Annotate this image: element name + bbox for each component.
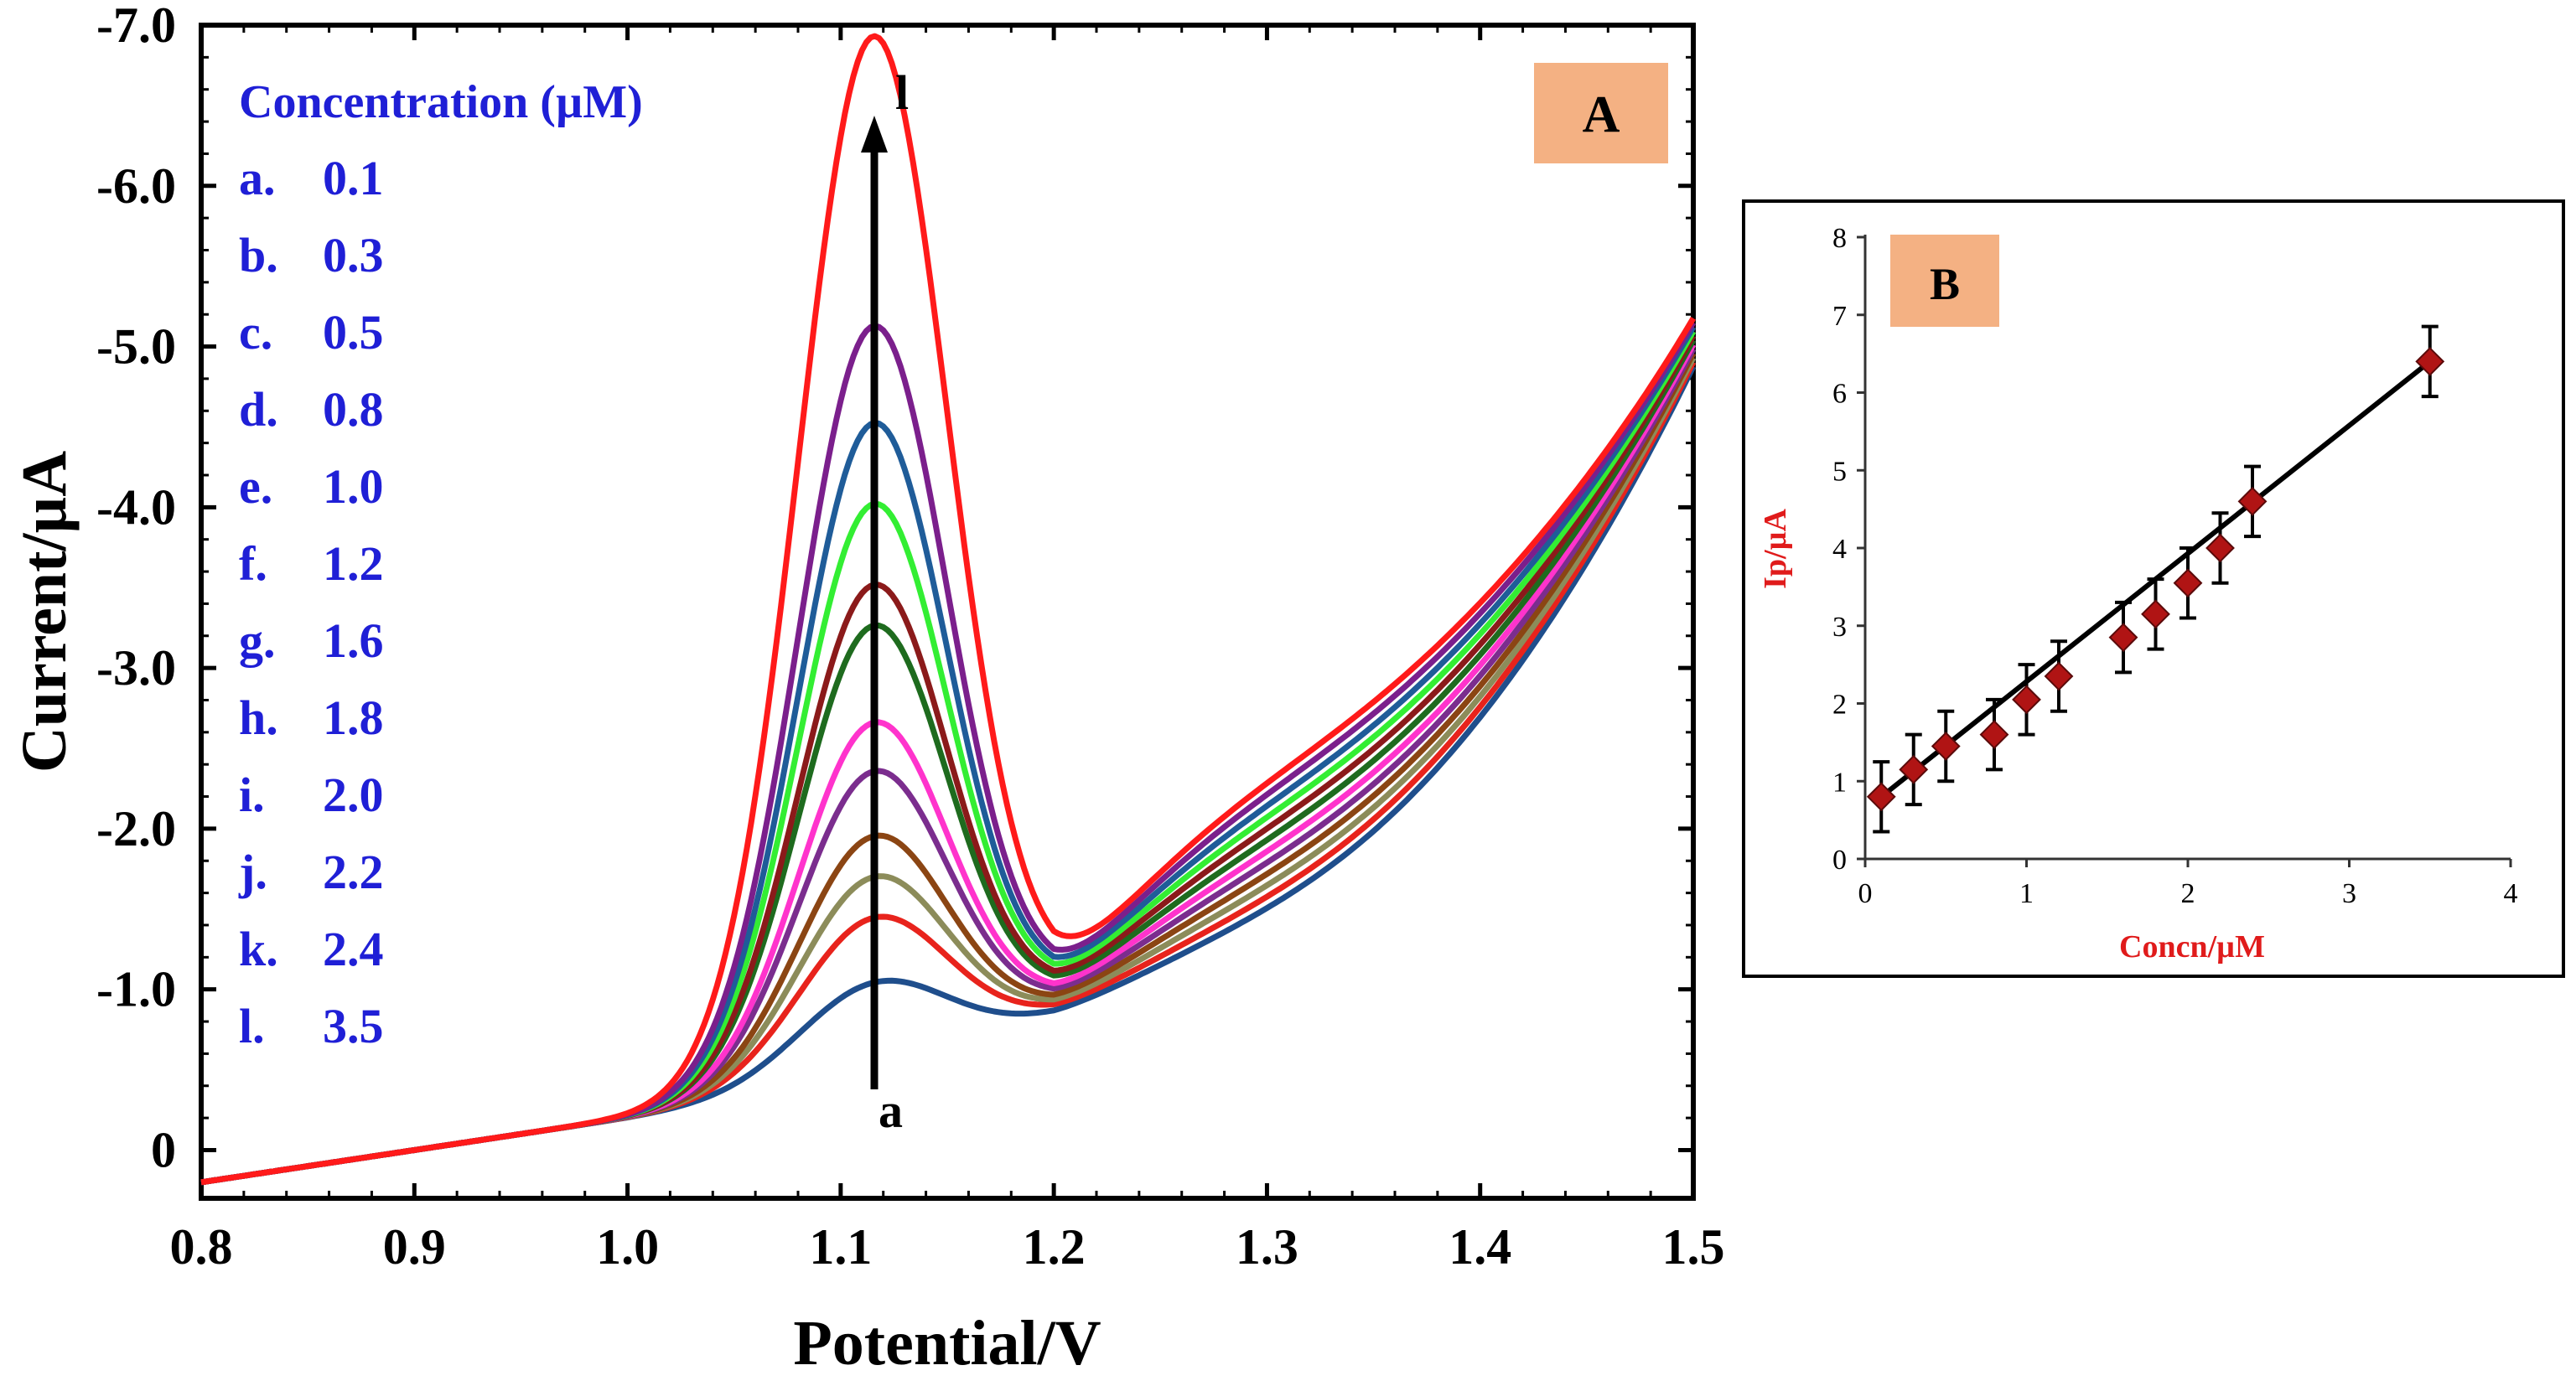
data-point-marker: [2173, 568, 2203, 598]
x-tick-label: 0.8: [170, 1219, 233, 1275]
legend-letter: f.: [239, 536, 267, 591]
legend-letter: d.: [239, 382, 278, 437]
b-x-tick-label: 3: [2342, 878, 2356, 909]
b-x-tick-label: 4: [2504, 878, 2518, 909]
legend-concentration: 2.0: [323, 768, 384, 822]
legend-letter: i.: [239, 768, 265, 822]
legend-letter: c.: [239, 305, 272, 359]
x-tick-label: 1.4: [1449, 1219, 1511, 1275]
b-y-tick-label: 4: [1832, 534, 1847, 565]
panel-a-legend: Concentration (µM) a. 0.1 b. 0.3 c. 0.5 d. 0.8 e…: [238, 76, 643, 1053]
data-point-marker: [2108, 623, 2138, 653]
legend-concentration: 3.5: [323, 999, 384, 1053]
b-x-tick-label: 0: [1858, 878, 1873, 909]
b-y-tick-label: 2: [1832, 690, 1847, 721]
b-y-tick-label: 3: [1832, 612, 1847, 643]
y-tick-label: -5.0: [96, 319, 176, 375]
panel-b-label-box: [1890, 235, 1999, 327]
arrow-label-top: l: [895, 65, 909, 120]
b-x-tick-label: 2: [2181, 878, 2195, 909]
panel-b-outer-frame: [1742, 199, 2565, 978]
b-y-tick-label: 6: [1832, 379, 1847, 410]
panel-a-chart: 0 -1.0 -2.0 -3.0 -4.0 -5.0 -6.0 -7.0 0.8 0.9 1.0 1…: [9, 0, 1725, 1378]
b-y-tick-label: 0: [1832, 845, 1847, 876]
y-tick-label: 0: [151, 1122, 176, 1177]
b-y-tick-label: 7: [1832, 301, 1847, 332]
panel-a-curves: [200, 33, 1697, 1186]
panel-b-label: B: [1930, 259, 1960, 309]
y-tick-label: -3.0: [96, 640, 176, 696]
legend-concentration: 1.0: [323, 459, 384, 514]
panel-a-x-ticks: 0.8 0.9 1.0 1.1 1.2 1.3 1.4 1.5: [170, 25, 1725, 1275]
b-y-tick-label: 8: [1832, 223, 1847, 254]
legend-letter: h.: [239, 690, 278, 745]
y-tick-label: -4.0: [96, 479, 176, 535]
legend-letter: j.: [238, 845, 267, 899]
b-x-tick-label: 1: [2019, 878, 2034, 909]
panel-b-points: [1866, 324, 2445, 834]
panel-a-label-box: [1534, 63, 1668, 163]
data-point-marker: [2237, 486, 2268, 516]
data-point-marker: [2012, 685, 2041, 715]
data-point-marker: [1979, 720, 2009, 750]
legend-letter: k.: [239, 922, 278, 976]
panel-a-label: A: [1583, 86, 1620, 143]
data-point-marker: [2141, 599, 2170, 629]
panel-b-inset: 0 1 2 3 4 5 6 7 8 0 1 2 3 4 B Concn/µM Ip/µA: [1742, 199, 2565, 978]
panel-a-x-axis-title: Potential/V: [793, 1308, 1101, 1378]
x-tick-label: 1.1: [809, 1219, 872, 1275]
x-tick-label: 1.5: [1662, 1219, 1725, 1275]
y-tick-label: -7.0: [96, 0, 176, 53]
legend-concentration: 1.2: [323, 536, 384, 591]
panel-a-y-axis-title: Current/µA: [9, 451, 80, 773]
y-tick-label: -1.0: [96, 962, 176, 1017]
legend-concentration: 0.1: [323, 151, 384, 205]
data-point-marker: [2044, 661, 2074, 691]
x-tick-label: 0.9: [383, 1219, 446, 1275]
legend-concentration: 1.6: [323, 613, 384, 668]
x-tick-label: 1.0: [596, 1219, 659, 1275]
y-tick-label: -6.0: [96, 158, 176, 214]
legend-letter: e.: [239, 459, 272, 514]
legend-concentration: 0.3: [323, 228, 384, 282]
legend-letter: a.: [239, 151, 276, 205]
panel-b-y-ticks: 0 1 2 3 4 5 6 7 8: [1832, 223, 1865, 876]
data-point-marker: [1899, 754, 1929, 784]
panel-b-x-axis-title: Concn/µM: [2119, 929, 2265, 965]
legend-concentration: 0.5: [323, 305, 384, 359]
b-y-tick-label: 5: [1832, 456, 1847, 487]
data-point-marker: [2415, 346, 2445, 376]
panel-b-x-ticks: 0 1 2 3 4: [1858, 859, 2518, 909]
b-y-tick-label: 1: [1832, 767, 1847, 798]
legend-letter: g.: [239, 613, 276, 668]
panel-a-y-ticks: 0 -1.0 -2.0 -3.0 -4.0 -5.0 -6.0 -7.0: [96, 0, 1693, 1177]
legend-letter: l.: [239, 999, 265, 1053]
legend-concentration: 1.8: [323, 690, 384, 745]
x-tick-label: 1.2: [1023, 1219, 1086, 1275]
arrow-label-bottom: a: [879, 1083, 903, 1138]
legend-concentration: 2.2: [323, 845, 384, 899]
y-tick-label: -2.0: [96, 801, 176, 856]
data-point-marker: [2205, 533, 2235, 563]
legend-letter: b.: [239, 228, 278, 282]
data-point-marker: [1866, 782, 1896, 812]
legend-title: Concentration (µM): [239, 76, 643, 128]
data-point-marker: [1931, 732, 1961, 761]
legend-concentration: 0.8: [323, 382, 384, 437]
legend-concentration: 2.4: [323, 922, 384, 976]
panel-b-y-axis-title: Ip/µA: [1758, 509, 1793, 589]
x-tick-label: 1.3: [1236, 1219, 1298, 1275]
series-l-line: [200, 33, 1697, 1186]
panel-a-plot-frame: [199, 23, 1696, 1201]
concentration-arrow-head: [861, 116, 888, 153]
